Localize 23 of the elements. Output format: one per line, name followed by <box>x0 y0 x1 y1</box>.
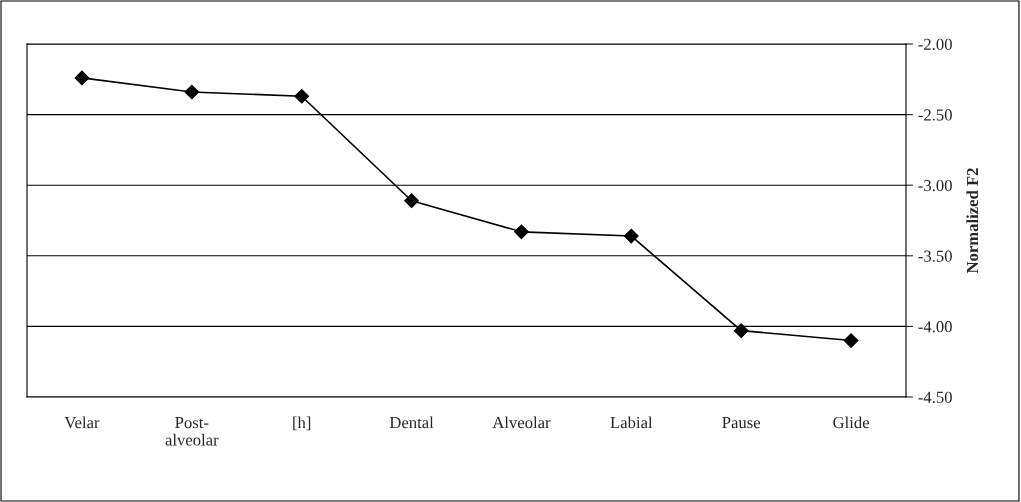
y-tick-label: -3.00 <box>918 179 952 192</box>
point <box>74 70 90 86</box>
x-tick-label: [h] <box>293 416 311 431</box>
y-tick-label: -4.00 <box>918 321 952 333</box>
x-tick-label: Alveolar <box>492 416 551 429</box>
y-tick-label: -2.00 <box>918 38 952 51</box>
x-tick-label: Labial <box>610 416 653 429</box>
y-tick-label: -2.50 <box>918 109 952 121</box>
x-tick-label: Glide <box>833 416 869 429</box>
y-tick-label: -3.50 <box>918 250 952 262</box>
y-tick-label: -4.50 <box>918 391 952 404</box>
y-axis-title: Normalized F2 <box>966 168 979 274</box>
point <box>294 88 310 104</box>
point <box>514 224 529 240</box>
point <box>404 193 419 209</box>
point <box>184 84 200 100</box>
point <box>733 323 749 339</box>
x-tick-label: Post- alveolar <box>165 417 219 446</box>
point <box>843 333 859 348</box>
point <box>623 228 639 244</box>
x-tick-label: Velar <box>64 416 100 429</box>
x-tick-label: Dental <box>389 416 434 429</box>
x-tick-label: Pause <box>722 417 761 429</box>
